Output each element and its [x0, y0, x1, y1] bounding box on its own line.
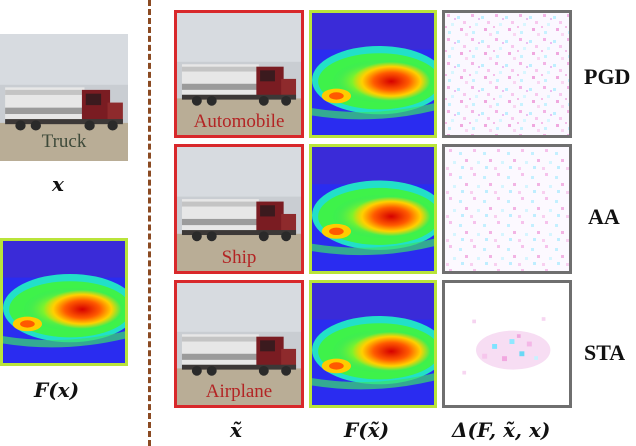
difference-map-pgd — [442, 10, 572, 138]
input-image: Truck — [0, 34, 128, 161]
adv-image-pgd: Automobile — [174, 10, 304, 138]
input-heatmap-label: F(x) — [34, 378, 80, 402]
column-label-adv-heatmap: F(x̃) — [344, 418, 390, 442]
column-label-adv-image: x̃ — [230, 418, 242, 442]
input-heatmap — [0, 238, 128, 366]
method-label-aa: AA — [588, 204, 620, 229]
adv-image-sta: Airplane — [174, 280, 304, 408]
dashed-divider — [148, 0, 151, 446]
adv-class-label-aa: Ship — [221, 247, 257, 268]
input-class-caption: Truck — [41, 131, 87, 152]
input-label: x — [52, 172, 64, 196]
adv-heatmap-aa — [309, 144, 437, 274]
method-label-pgd: PGD — [584, 64, 631, 89]
adv-image-aa: Ship — [174, 144, 304, 274]
column-label-difference: Δ(F, x̃, x) — [452, 418, 551, 442]
difference-map-sta — [442, 280, 572, 408]
difference-map-aa — [442, 144, 572, 274]
adv-class-label-pgd: Automobile — [193, 111, 285, 132]
method-label-sta: STA — [584, 340, 626, 365]
adv-heatmap-sta — [309, 280, 437, 408]
adv-class-label-sta: Airplane — [205, 381, 273, 402]
adv-heatmap-pgd — [309, 10, 437, 138]
